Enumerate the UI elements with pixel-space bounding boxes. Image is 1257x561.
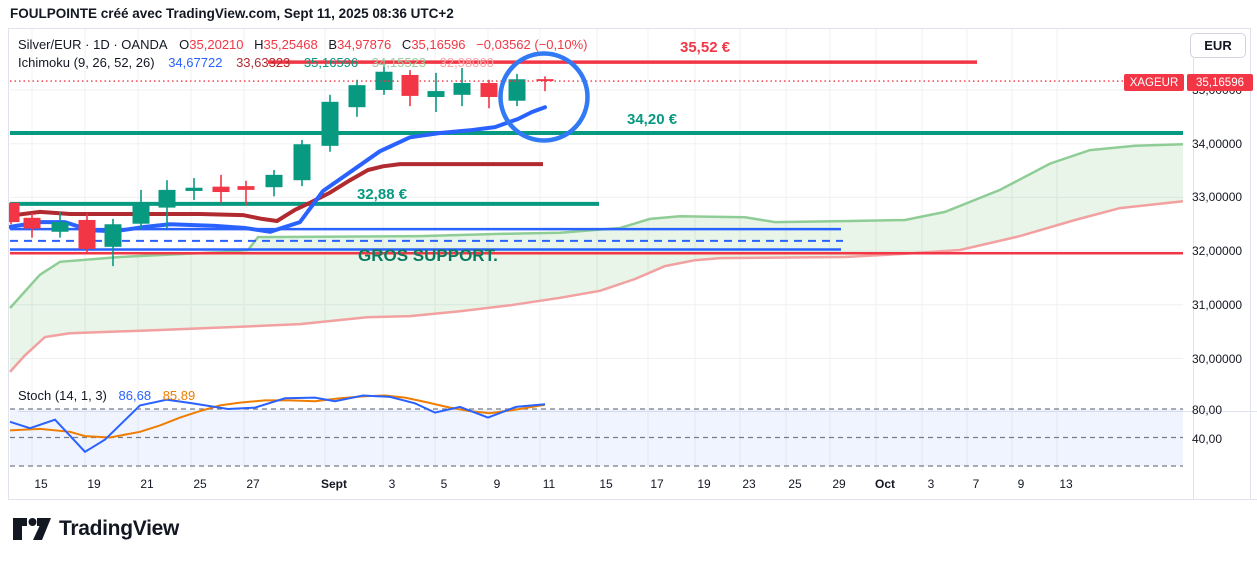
brand-footer[interactable]: TradingView	[13, 515, 179, 543]
time-axis-label: 3	[927, 477, 935, 491]
candle-body	[104, 224, 122, 247]
high-label: H	[254, 37, 264, 52]
price-axis-label: 34,00000	[1192, 136, 1243, 151]
candle-body	[321, 101, 339, 146]
time-axis-label: 19	[697, 477, 711, 491]
time-axis-label: 9	[1017, 477, 1025, 491]
time-axis-label: Oct	[874, 477, 896, 491]
symbol-badge: XAGEUR	[1124, 74, 1184, 91]
highlight-circle	[498, 51, 590, 143]
ichimoku-cloud	[10, 144, 1183, 372]
stoch-k-value: 86,68	[118, 388, 152, 403]
candle-body	[453, 83, 471, 95]
price-axis-separator	[1193, 58, 1194, 499]
price-axis-label: 31,00000	[1192, 297, 1243, 312]
close-value: 35,16596	[411, 37, 466, 52]
senkou-b-value: 32,98060	[439, 55, 494, 70]
legend: Silver/EUR · 1D · OANDA O35,20210 H35,25…	[18, 36, 587, 72]
time-axis-label: 15	[34, 477, 48, 491]
candle-body	[9, 202, 20, 223]
pane-divider[interactable]	[18, 411, 1257, 412]
time-axis-label: 27	[246, 477, 260, 491]
time-axis-separator	[18, 499, 1257, 500]
time-axis-label: 11	[542, 477, 556, 491]
time-axis-label: 13	[1059, 477, 1073, 491]
close-label: C	[401, 37, 412, 52]
candle-body	[401, 74, 419, 96]
stoch-title[interactable]: Stoch (14, 1, 3)	[18, 388, 107, 403]
stoch-legend: Stoch (14, 1, 3) 86,68 85,89	[18, 388, 195, 403]
gros-support-label: GROS SUPPORT.	[358, 246, 498, 265]
brand-name: TradingView	[59, 517, 180, 540]
stoch-axis-label: 80,00	[1192, 403, 1223, 417]
candle-body	[536, 79, 554, 82]
low-value: 34,97876	[337, 37, 392, 52]
chart-svg[interactable]: 35,52 € 34,20 € 32,88 € GROS SUPPORT.	[9, 29, 1184, 470]
time-axis-label: 25	[193, 477, 207, 491]
candle-body	[212, 186, 230, 193]
stoch-axis-label: 40,00	[1192, 431, 1223, 446]
change-value: −0,03562 (−0,10%)	[476, 37, 588, 52]
time-axis-label: 25	[788, 477, 802, 491]
level-32-88-label: 32,88 €	[357, 186, 408, 203]
time-axis-label: 15	[599, 477, 613, 491]
open-value: 35,20210	[189, 37, 244, 52]
candle-body	[78, 219, 96, 249]
time-axis-label: 23	[742, 477, 756, 491]
price-axis-label: 30,00000	[1192, 351, 1243, 366]
time-axis-label: 17	[650, 477, 664, 491]
candle-body	[508, 79, 526, 101]
time-axis-label: 3	[388, 477, 396, 491]
time-axis-label: 5	[440, 477, 448, 491]
level-34-20-label: 34,20 €	[627, 111, 678, 128]
candle-body	[158, 189, 176, 208]
tenkan-value: 34,67722	[168, 55, 223, 70]
candle-body	[427, 91, 445, 97]
last-price-badge: 35,16596	[1187, 74, 1253, 91]
currency-button[interactable]: EUR	[1190, 33, 1246, 58]
stoch-d-value: 85,89	[162, 388, 196, 403]
low-label: B	[328, 37, 338, 52]
candle-body	[348, 85, 366, 108]
high-value: 35,25468	[263, 37, 318, 52]
time-axis-label: 9	[493, 477, 501, 491]
price-axis-label: 32,00000	[1192, 244, 1243, 259]
chart-widget	[8, 28, 1257, 500]
resistance-35-52-label: 35,52 €	[680, 39, 731, 56]
price-axis-label: 33,00000	[1192, 190, 1243, 205]
open-label: O	[179, 37, 190, 52]
candle-body	[23, 217, 41, 229]
candle-body	[480, 83, 498, 97]
time-axis-label: 19	[87, 477, 101, 491]
indicator-title[interactable]: Ichimoku (9, 26, 52, 26)	[18, 55, 155, 70]
candle-body	[132, 203, 150, 224]
candle-body	[293, 144, 311, 181]
time-axis[interactable]: 15 19 21 25 27 Sept 3 5 9 11 15 17 19 23 25 29 Oct 3 7 9 13	[9, 471, 1251, 499]
kijun-line	[9, 162, 543, 223]
symbol-title[interactable]: Silver/EUR · 1D · OANDA	[18, 37, 168, 52]
symbol-legend-row: Silver/EUR · 1D · OANDA O35,20210 H35,25…	[18, 36, 587, 53]
price-axis[interactable]: 35,0000034,0000033,0000032,0000031,00000…	[1186, 29, 1256, 470]
indicator-legend-row: Ichimoku (9, 26, 52, 26) 34,67722 33,633…	[18, 54, 587, 71]
tenkan-line	[9, 105, 547, 234]
time-axis-label: Sept	[320, 477, 348, 491]
candle-body	[265, 174, 283, 188]
time-axis-label: 7	[972, 477, 980, 491]
chikou-value: 35,16596	[303, 55, 359, 70]
tradingview-logo-icon	[13, 518, 51, 540]
candle-body	[51, 222, 69, 232]
time-axis-label: 21	[140, 477, 154, 491]
senkou-b-line	[9, 199, 1184, 373]
kijun-value: 33,63323	[236, 55, 291, 70]
senkou-a-value: 34,15523	[371, 55, 427, 70]
time-axis-label: 29	[832, 477, 846, 491]
candle-body	[237, 186, 255, 190]
candle-body	[185, 187, 203, 191]
stoch-k-line	[9, 394, 546, 454]
watermark-note: FOULPOINTE créé avec TradingView.com, Se…	[10, 6, 454, 21]
